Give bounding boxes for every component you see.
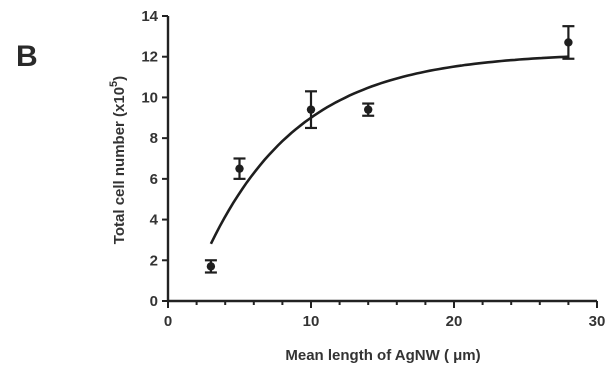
y-tick-label: 4 bbox=[150, 212, 159, 229]
x-tick-label: 30 bbox=[589, 313, 606, 330]
y-axis-title-close: ) bbox=[111, 76, 128, 81]
data-point bbox=[364, 105, 373, 114]
y-tick-label: 2 bbox=[150, 252, 158, 269]
fit-curve bbox=[209, 55, 569, 245]
y-tick-label: 8 bbox=[150, 130, 158, 147]
x-tick-label: 10 bbox=[303, 313, 320, 330]
panel-label: B bbox=[16, 40, 38, 73]
y-tick-label: 0 bbox=[150, 293, 158, 310]
y-tick-label: 10 bbox=[141, 89, 158, 106]
y-tick-label: 6 bbox=[150, 171, 158, 188]
y-axis-title: Total cell number (x105) bbox=[108, 76, 128, 244]
x-ticks: 0 10 20 30 bbox=[164, 301, 606, 330]
y-tick-label: 12 bbox=[141, 49, 158, 66]
axes bbox=[166, 16, 597, 303]
data-point bbox=[206, 262, 216, 271]
y-tick-label: 14 bbox=[141, 8, 158, 25]
x-tick-label: 20 bbox=[446, 313, 463, 330]
x-tick-label: 0 bbox=[164, 313, 172, 330]
x-axis-title: Mean length of AgNW ( μm) bbox=[285, 347, 480, 364]
data-point bbox=[235, 164, 244, 173]
data-points bbox=[204, 25, 575, 274]
data-point bbox=[564, 38, 573, 47]
y-axis-title-exponent: 5 bbox=[108, 81, 120, 87]
y-ticks: 0 2 4 6 8 10 12 14 bbox=[141, 8, 168, 310]
y-axis-title-main: Total cell number (x10 bbox=[111, 87, 128, 244]
data-point bbox=[306, 105, 316, 114]
